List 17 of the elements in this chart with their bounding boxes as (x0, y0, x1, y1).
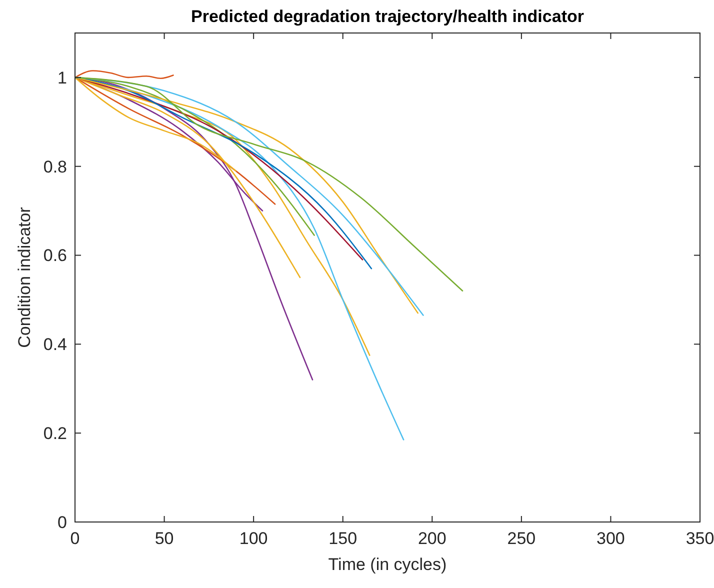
y-tick-label: 0.2 (43, 424, 67, 444)
x-tick-label: 350 (686, 529, 714, 548)
y-tick-label: 0.6 (43, 246, 67, 266)
x-tick-label: 50 (154, 529, 174, 548)
y-tick-label: 1 (58, 68, 67, 88)
x-tick-label: 300 (596, 529, 625, 548)
chart-title: Predicted degradation trajectory/health indicator (191, 7, 584, 26)
x-tick-label: 100 (239, 529, 268, 548)
y-tick-label: 0 (58, 512, 67, 532)
x-tick-label: 0 (70, 529, 80, 548)
x-tick-label: 200 (418, 529, 446, 548)
x-axis-title: Time (in cycles) (328, 555, 447, 574)
x-tick-label: 150 (328, 529, 358, 548)
y-axis-title: Condition indicator (15, 206, 34, 348)
y-tick-label: 0.8 (43, 157, 67, 176)
x-tick-label: 250 (507, 529, 536, 548)
y-tick-label: 0.4 (43, 335, 67, 354)
